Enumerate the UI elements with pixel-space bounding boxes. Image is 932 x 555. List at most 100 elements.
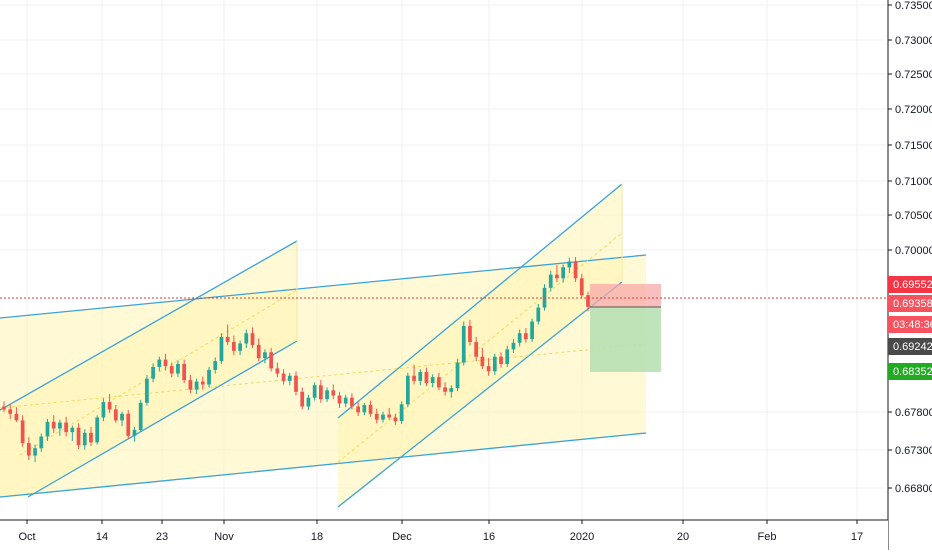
- x-tick-label: 18: [311, 531, 323, 543]
- candle-body: [381, 414, 385, 420]
- wide-channel-mid: [0, 343, 647, 409]
- candle-body: [424, 372, 429, 384]
- candle-body: [492, 356, 497, 372]
- channel-drawings[interactable]: [0, 183, 647, 508]
- candle-body: [64, 422, 68, 433]
- candle-body: [33, 448, 37, 456]
- candle-body: [82, 432, 87, 446]
- x-tick-label: Feb: [758, 531, 777, 543]
- price-label-box: [888, 363, 932, 380]
- candle-body: [244, 333, 249, 344]
- candle-body: [194, 381, 199, 390]
- x-tick-label: Nov: [214, 531, 234, 543]
- y-tick-label: 0.72000: [895, 104, 932, 116]
- stop-loss-zone: [590, 284, 661, 307]
- candle-body: [517, 333, 522, 343]
- price-label-box: [888, 316, 932, 333]
- price-label-text: 0.69358: [893, 298, 932, 310]
- candle-body: [405, 375, 410, 405]
- candle-body: [200, 381, 205, 385]
- candle-body: [455, 362, 460, 389]
- candle-body: [39, 436, 44, 449]
- candle-body: [70, 427, 75, 433]
- candle-body: [256, 344, 261, 359]
- candle-body: [561, 267, 566, 279]
- y-tick-label: 0.67300: [895, 445, 932, 457]
- candle-body: [524, 333, 528, 340]
- candle-body: [250, 333, 255, 345]
- candle-body: [555, 274, 559, 279]
- candle-body: [76, 427, 81, 446]
- price-label-text: 03:48:36: [893, 319, 932, 331]
- candle-body: [120, 413, 124, 421]
- x-tick-label: 16: [483, 531, 495, 543]
- candle-body: [480, 356, 485, 367]
- price-label-box: [888, 276, 932, 293]
- y-tick-label: 0.67800: [895, 407, 932, 419]
- candle-body: [232, 342, 236, 351]
- candle-body: [238, 343, 242, 351]
- candle-body: [331, 390, 336, 396]
- candle-body: [132, 429, 137, 436]
- candle-body: [138, 402, 143, 430]
- candle-body: [325, 390, 329, 400]
- candle-body: [113, 409, 118, 421]
- take-profit-zone: [590, 307, 661, 372]
- candle-body: [548, 274, 553, 288]
- candle-body: [2, 406, 6, 410]
- candle-body: [505, 349, 510, 364]
- candle-body: [151, 366, 155, 379]
- left-channel-top: [0, 240, 298, 411]
- y-tick-label: 0.72500: [895, 69, 932, 81]
- candle-body: [443, 387, 447, 392]
- time-axis-bg: [0, 520, 888, 550]
- candle-body: [169, 366, 174, 374]
- candles: [2, 257, 590, 463]
- candle-body: [126, 413, 131, 436]
- wide-channel-bottom: [0, 432, 647, 498]
- candle-body: [474, 342, 479, 357]
- candle-body: [287, 375, 292, 381]
- candle-body: [437, 377, 441, 388]
- candle-body: [101, 402, 106, 418]
- candle-body: [95, 417, 100, 443]
- candle-body: [300, 391, 305, 407]
- candle-body: [461, 325, 466, 363]
- candle-body: [294, 375, 298, 392]
- x-tick-label: Dec: [392, 531, 412, 543]
- candle-body: [45, 421, 50, 437]
- candle-body: [573, 261, 578, 279]
- candle-body: [312, 385, 317, 398]
- candle-body: [306, 397, 311, 407]
- right-channel-mid: [337, 232, 623, 463]
- candle-body: [163, 359, 168, 367]
- candle-body: [182, 364, 187, 381]
- candle-body: [536, 307, 541, 322]
- price-label-text: 0.69242: [893, 341, 932, 353]
- candle-body: [430, 377, 435, 384]
- position-zones[interactable]: [590, 284, 661, 372]
- candle-body: [418, 372, 423, 381]
- candle-body: [412, 375, 416, 381]
- y-tick-label: 0.71500: [895, 140, 932, 152]
- candle-body: [188, 380, 193, 390]
- candle-body: [225, 336, 230, 343]
- candle-body: [281, 373, 286, 381]
- y-tick-label: 0.73000: [895, 35, 932, 47]
- candle-body: [275, 368, 280, 374]
- candle-body: [374, 413, 379, 420]
- candle-body: [499, 356, 503, 364]
- candle-body: [387, 414, 392, 418]
- wide-channel-top: [0, 254, 647, 319]
- x-tick-label: 14: [96, 531, 108, 543]
- x-tick-label: 20: [677, 531, 689, 543]
- price-label-box: [888, 295, 932, 312]
- candle-body: [207, 369, 211, 385]
- right-channel-bottom: [337, 281, 623, 508]
- y-tick-label: 0.73500: [895, 0, 932, 12]
- candle-body: [530, 321, 534, 340]
- candle-body: [586, 295, 590, 307]
